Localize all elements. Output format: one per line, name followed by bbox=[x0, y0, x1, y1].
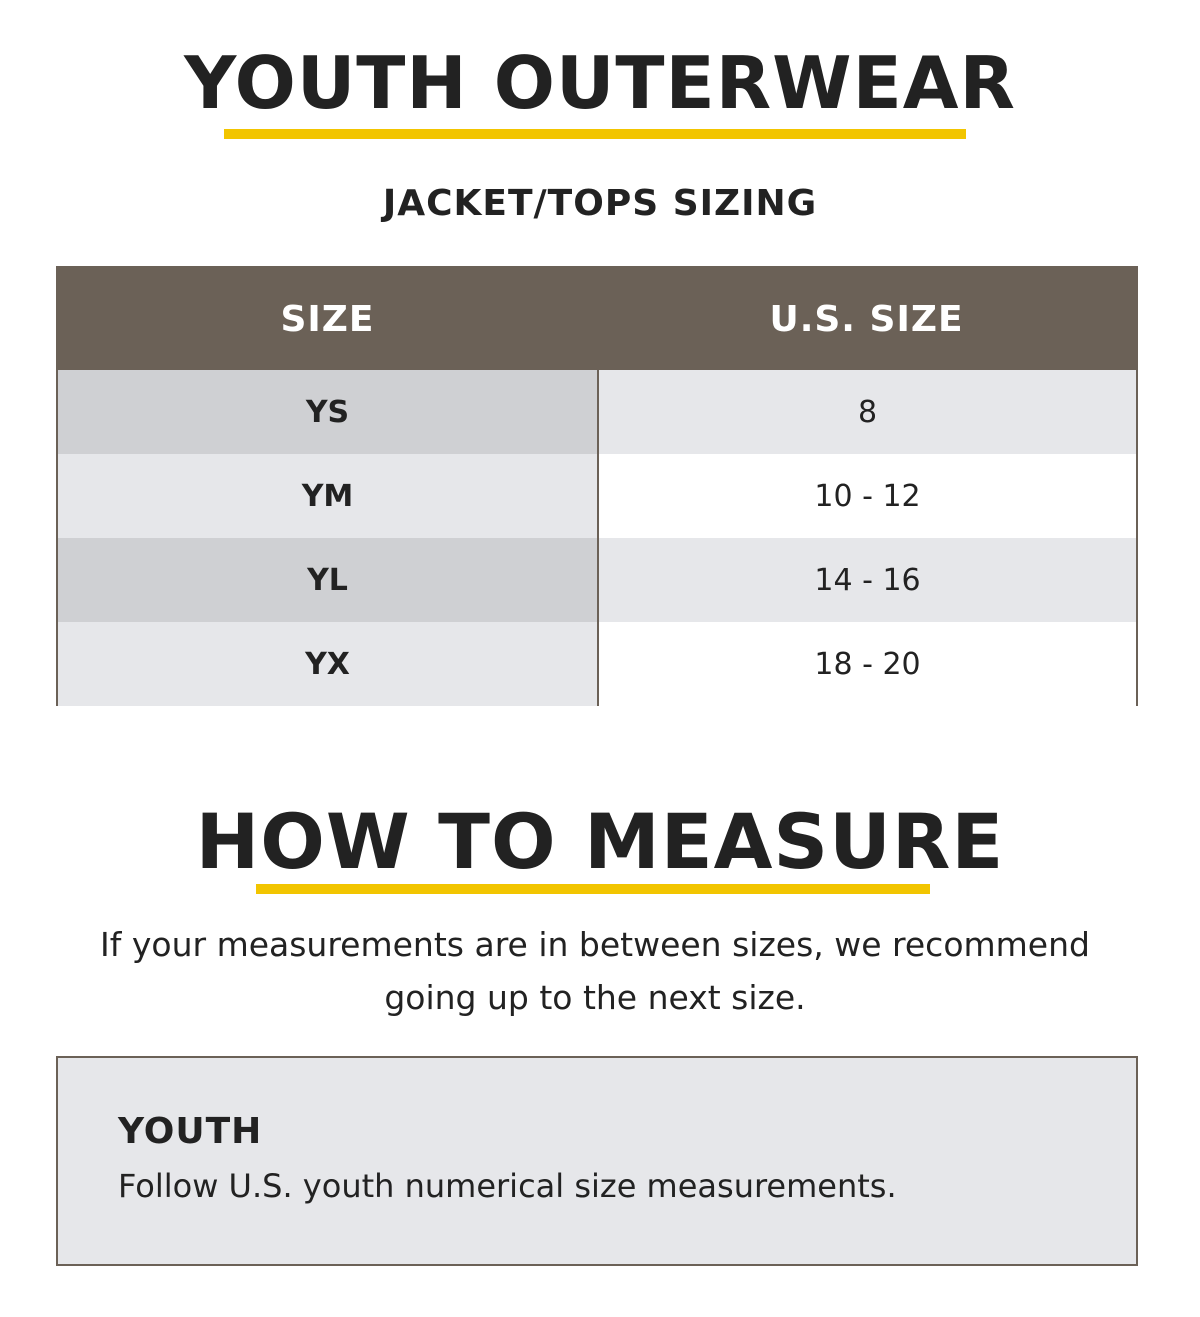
table-header: SIZE U.S. SIZE bbox=[58, 268, 1136, 370]
us-size-cell: 8 bbox=[599, 370, 1136, 454]
us-size-cell: 10 - 12 bbox=[599, 454, 1136, 538]
youth-heading: YOUTH bbox=[118, 1111, 263, 1152]
title-underline bbox=[224, 129, 966, 139]
column-header-size: SIZE bbox=[280, 298, 375, 340]
table-row: YL 14 - 16 bbox=[58, 538, 1136, 622]
youth-instructions: Follow U.S. youth numerical size measure… bbox=[118, 1167, 897, 1205]
size-cell: YX bbox=[58, 622, 599, 706]
table-row: YX 18 - 20 bbox=[58, 622, 1136, 706]
table-row: YS 8 bbox=[58, 370, 1136, 454]
section-subtitle: JACKET/TOPS SIZING bbox=[382, 183, 818, 224]
size-cell: YS bbox=[58, 370, 599, 454]
how-to-measure-title: HOW TO MEASURE bbox=[195, 797, 1005, 886]
measure-note: If your measurements are in between size… bbox=[100, 925, 1090, 1017]
us-size-cell: 18 - 20 bbox=[599, 622, 1136, 706]
size-chart-table: SIZE U.S. SIZE YS 8 YM 10 - 12 YL 14 - 1… bbox=[56, 266, 1138, 706]
column-header-us-size: U.S. SIZE bbox=[769, 298, 964, 340]
table-row: YM 10 - 12 bbox=[58, 454, 1136, 538]
us-size-cell: 14 - 16 bbox=[599, 538, 1136, 622]
youth-info-box: YOUTH Follow U.S. youth numerical size m… bbox=[56, 1056, 1138, 1266]
page-title: YOUTH OUTERWEAR bbox=[184, 41, 1016, 125]
size-cell: YL bbox=[58, 538, 599, 622]
size-cell: YM bbox=[58, 454, 599, 538]
measure-title-underline bbox=[256, 884, 930, 894]
